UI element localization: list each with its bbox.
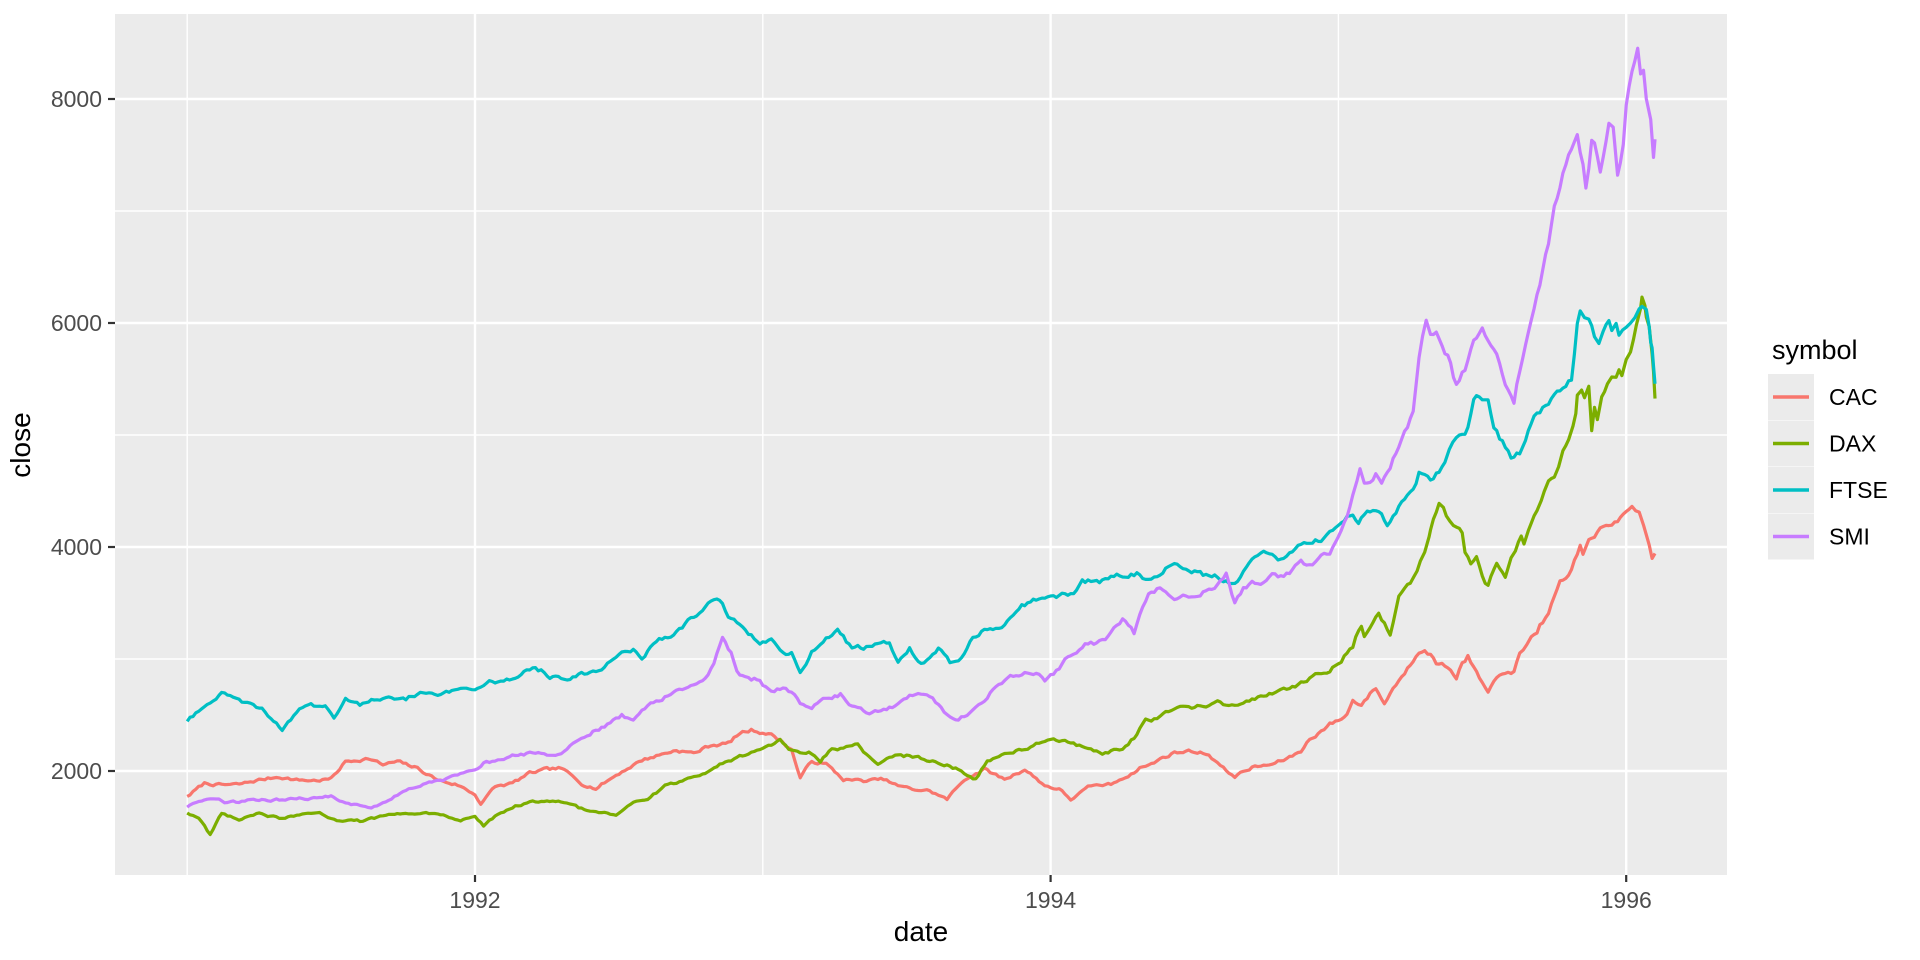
- series-line-SMI: [186, 46, 1657, 810]
- y-tick-label: 8000: [51, 86, 102, 112]
- legend-label: DAX: [1829, 431, 1876, 457]
- y-tick-label: 6000: [51, 310, 102, 336]
- legend-title: symbol: [1772, 335, 1858, 365]
- plot-panel: [115, 14, 1727, 875]
- x-tick-label: 1994: [1025, 887, 1076, 913]
- axis-tick-marks: [108, 97, 1628, 882]
- legend: symbol CAC DAX FTSE SMI: [1768, 335, 1888, 560]
- series-line-DAX: [186, 295, 1657, 837]
- legend-label: CAC: [1829, 384, 1878, 410]
- major-gridlines: [115, 14, 1727, 875]
- minor-gridlines: [115, 14, 1727, 875]
- x-tick-label: 1996: [1601, 887, 1652, 913]
- x-axis-tick-labels: 1992 1994 1996: [449, 887, 1651, 913]
- series-line-FTSE: [185, 304, 1657, 733]
- legend-item-SMI: SMI: [1768, 513, 1870, 560]
- x-axis-title: date: [894, 916, 949, 947]
- legend-item-CAC: CAC: [1768, 374, 1878, 420]
- legend-label: FTSE: [1829, 477, 1888, 503]
- y-axis-title: close: [5, 412, 36, 477]
- x-tick-label: 1992: [449, 887, 500, 913]
- legend-item-DAX: DAX: [1768, 420, 1876, 467]
- y-tick-label: 4000: [51, 534, 102, 560]
- series-line-CAC: [186, 504, 1657, 806]
- y-axis-tick-labels: 2000 4000 6000 8000: [51, 86, 102, 784]
- y-tick-label: 2000: [51, 758, 102, 784]
- legend-item-FTSE: FTSE: [1768, 467, 1888, 513]
- series-lines: [185, 46, 1657, 837]
- legend-label: SMI: [1829, 524, 1870, 550]
